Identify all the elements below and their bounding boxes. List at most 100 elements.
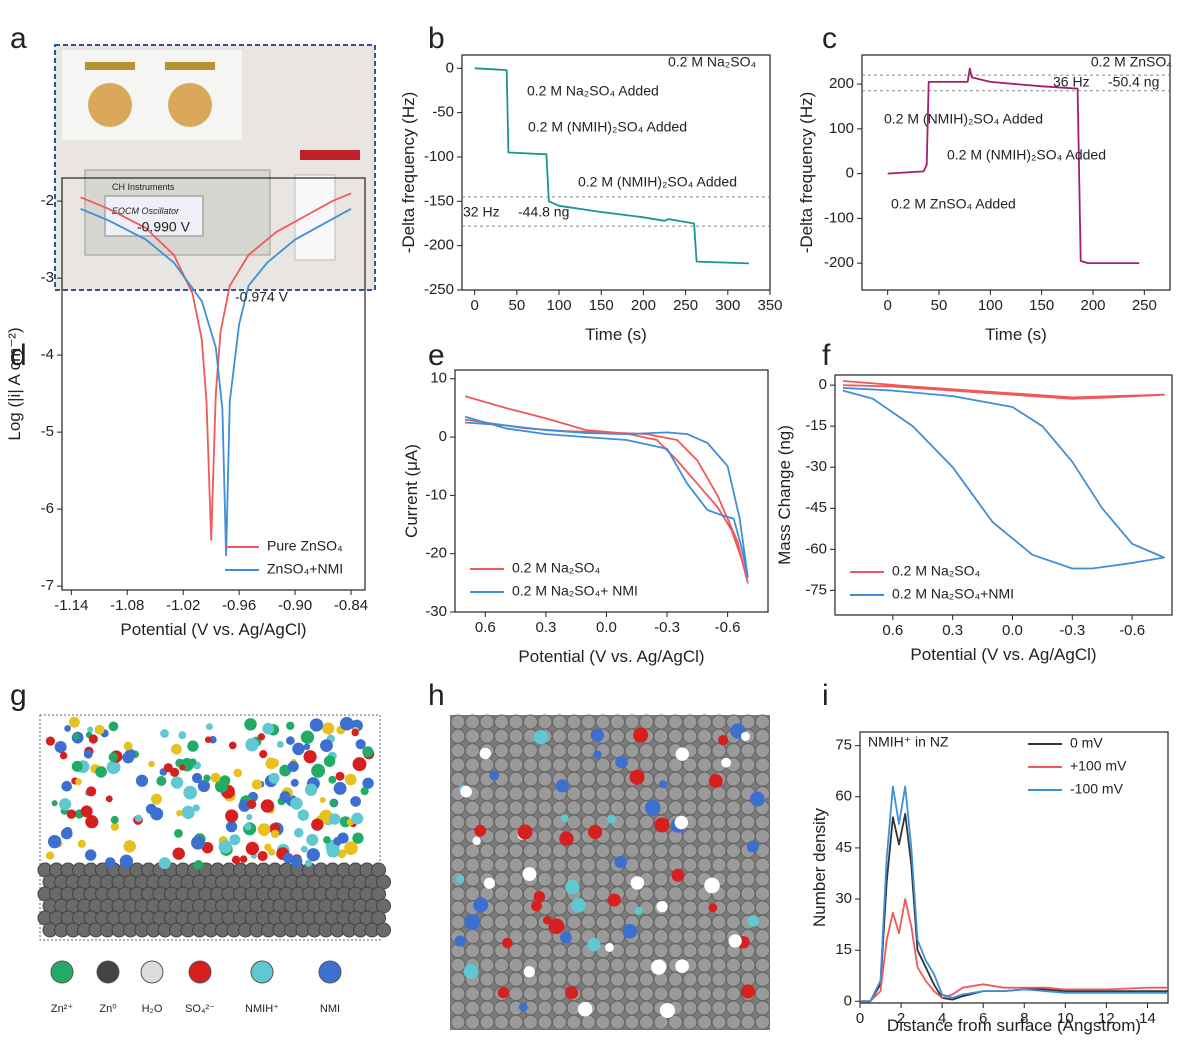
- atom: [537, 971, 553, 987]
- atom: [639, 714, 654, 730]
- atom: [259, 750, 268, 759]
- atom: [110, 822, 120, 831]
- atom: [610, 1000, 625, 1016]
- atom: [740, 814, 756, 830]
- atom: [682, 857, 698, 873]
- atom: [286, 736, 295, 745]
- atom: [711, 843, 727, 859]
- atom: [697, 957, 712, 973]
- atom: [479, 843, 495, 859]
- plot-frame: [859, 731, 1169, 1004]
- atom: [552, 943, 567, 959]
- atom: [755, 886, 770, 902]
- atom: [66, 809, 77, 819]
- atom: [494, 843, 509, 859]
- atom: [508, 971, 524, 987]
- atom: [192, 804, 200, 812]
- atom: [560, 814, 569, 823]
- y-tick-label: -4: [41, 346, 54, 363]
- atom: [726, 857, 741, 873]
- atom: [740, 957, 756, 973]
- atom: [508, 757, 524, 773]
- atom: [624, 800, 640, 816]
- data-line: [474, 67, 749, 265]
- atom: [595, 971, 611, 987]
- atom: [717, 735, 729, 746]
- atom: [479, 1014, 495, 1030]
- annotation: 0.2 M (NMIH)₂SO₄ Added: [947, 147, 1106, 163]
- atom: [755, 957, 770, 973]
- atom: [639, 971, 654, 987]
- atom: [726, 843, 741, 859]
- atom: [697, 728, 712, 744]
- y-axis-label: -Delta frequency (Hz): [797, 92, 816, 254]
- species-label: NMI: [320, 1003, 340, 1015]
- atom: [225, 820, 238, 833]
- atom: [233, 768, 243, 778]
- atom: [566, 1014, 582, 1030]
- atom: [59, 798, 72, 811]
- atom: [508, 871, 524, 887]
- y-tick-label: 200: [829, 75, 854, 92]
- atom: [653, 971, 669, 987]
- atom: [624, 743, 640, 759]
- atom: [322, 722, 335, 735]
- x-tick-label: -0.90: [278, 597, 312, 614]
- annotation: 0.2 M ZnSO₄ Added: [891, 196, 1016, 212]
- atom: [494, 757, 509, 773]
- atom: [653, 743, 669, 759]
- atom: [106, 760, 121, 775]
- x-tick-label: -0.6: [715, 619, 741, 636]
- atom: [711, 714, 727, 730]
- x-axis-label: Potential (V vs. Ag/AgCl): [518, 647, 704, 666]
- atom: [537, 929, 553, 944]
- atom: [581, 957, 596, 973]
- atom: [746, 840, 759, 853]
- atom: [624, 1000, 640, 1016]
- atom: [473, 897, 489, 913]
- atom: [450, 828, 466, 844]
- atom: [682, 800, 698, 816]
- atom: [653, 857, 669, 873]
- atom: [728, 934, 742, 948]
- atom: [508, 714, 524, 730]
- y-tick-label: -250: [424, 281, 454, 298]
- x-tick-label: 0: [856, 1010, 864, 1027]
- atom: [494, 971, 509, 987]
- atom: [555, 779, 569, 793]
- atom: [755, 943, 770, 959]
- atom: [726, 814, 741, 830]
- atom: [246, 799, 257, 810]
- atom: [682, 929, 698, 944]
- atom: [270, 829, 280, 839]
- x-axis-label: Potential (V vs. Ag/AgCl): [120, 620, 306, 639]
- panel-label: h: [428, 679, 445, 712]
- atom: [639, 929, 654, 944]
- atom: [624, 943, 640, 959]
- atom: [189, 758, 197, 766]
- atom: [653, 871, 669, 887]
- y-tick-label: -7: [41, 577, 54, 594]
- atom: [595, 957, 611, 973]
- y-tick-label: -2: [41, 192, 54, 209]
- atom: [350, 796, 361, 807]
- atom: [523, 786, 538, 801]
- atom: [682, 728, 698, 744]
- x-tick-label: 150: [1029, 297, 1054, 314]
- atom: [577, 1001, 593, 1017]
- atom: [494, 914, 509, 930]
- panel-label: f: [822, 339, 831, 372]
- atom: [659, 1002, 675, 1019]
- atom: [178, 731, 187, 740]
- photo-text: EQCM Oscillator: [112, 206, 180, 216]
- atom: [668, 728, 683, 744]
- atom: [122, 751, 135, 764]
- atom: [465, 757, 480, 773]
- atom: [290, 778, 299, 787]
- atom: [355, 739, 366, 750]
- atom: [83, 749, 93, 759]
- atom: [450, 1000, 466, 1016]
- atom: [306, 848, 320, 862]
- atom: [610, 871, 625, 887]
